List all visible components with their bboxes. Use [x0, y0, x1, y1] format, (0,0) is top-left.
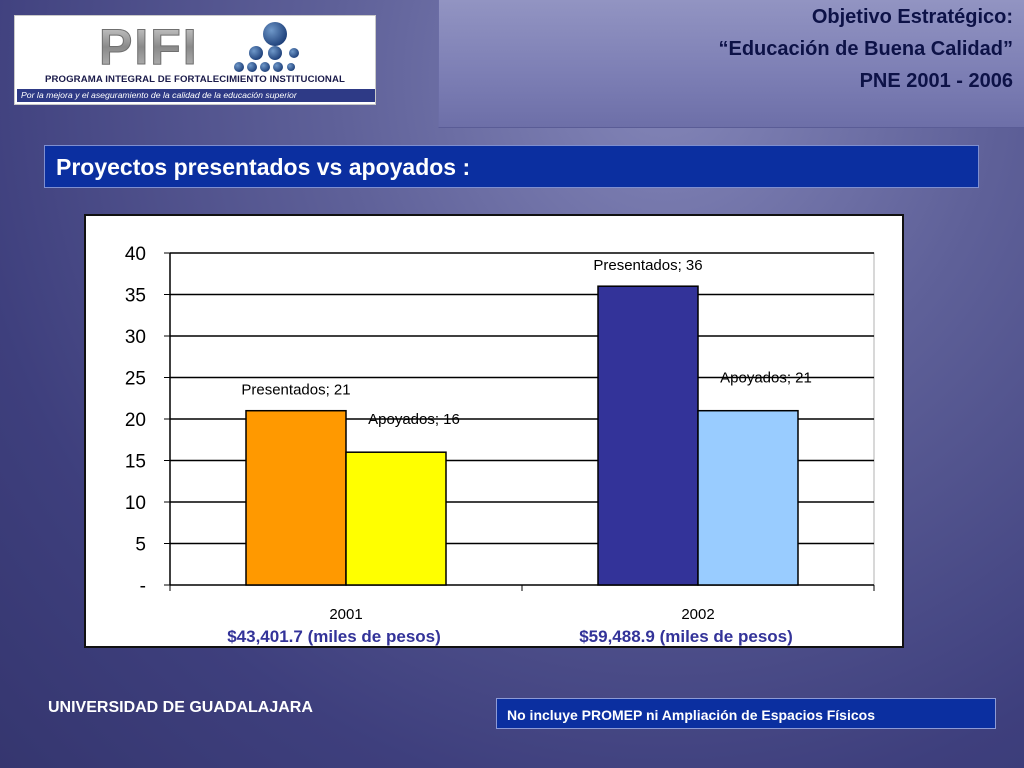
- pifi-logo-dots: [234, 22, 299, 72]
- y-tick-label: 5: [135, 535, 146, 556]
- bar-apoyados-2002: [697, 409, 799, 586]
- y-tick-label: 10: [125, 493, 146, 514]
- bar-chart: - 5 10 15 20 25 30 35 40 Presentados; 21 Apoyados;…: [125, 244, 875, 646]
- data-label: Apoyados; 21: [720, 370, 812, 387]
- y-tick-label: 25: [125, 369, 146, 390]
- pifi-logo-word: PIFI: [99, 20, 199, 74]
- bar-apoyados-2001: [345, 451, 447, 586]
- x-tick-label: 2002: [681, 606, 714, 623]
- data-label: Apoyados; 16: [368, 411, 460, 428]
- y-tick-label: 30: [125, 327, 146, 348]
- chart-container: - 5 10 15 20 25 30 35 40 Presentados; 21 Apoyados;…: [84, 214, 904, 648]
- x-tick-label: 2001: [329, 606, 362, 623]
- bar-presentados-2002: [597, 285, 699, 586]
- y-tick-label: 20: [125, 410, 146, 431]
- y-tick-label: 15: [125, 452, 146, 473]
- data-label: Presentados; 21: [241, 382, 350, 399]
- footer-note-box: No incluye PROMEP ni Ampliación de Espac…: [496, 698, 996, 729]
- logo-tagline: Por la mejora y el aseguramiento de la c…: [17, 89, 375, 102]
- pifi-logo-graphic: PIFI: [99, 20, 299, 74]
- y-tick-label: -: [140, 576, 146, 597]
- y-tick-label: 35: [125, 286, 146, 307]
- section-title: Proyectos presentados vs apoyados :: [56, 154, 471, 180]
- section-title-bar: Proyectos presentados vs apoyados :: [44, 145, 979, 188]
- header-panel: Objetivo Estratégico: “Educación de Buen…: [438, 0, 1024, 128]
- header-line-3: PNE 2001 - 2006: [859, 70, 1013, 92]
- logo-program-name: PROGRAMA INTEGRAL DE FORTALECIMIENTO INS…: [45, 74, 345, 85]
- header-line-1: Objetivo Estratégico:: [811, 6, 1013, 28]
- y-tick-label: 40: [125, 244, 146, 265]
- bar-presentados-2001: [245, 409, 347, 586]
- footer-note: No incluye PROMEP ni Ampliación de Espac…: [507, 707, 875, 723]
- x-sublabel: $59,488.9 (miles de pesos): [579, 627, 793, 646]
- footer-university: UNIVERSIDAD DE GUADALAJARA: [48, 699, 313, 716]
- data-label: Presentados; 36: [593, 257, 702, 274]
- header-line-2: “Educación de Buena Calidad”: [718, 38, 1013, 60]
- pifi-logo: PIFI PROGRAMA INTEGRAL DE FORTALECIMIENT…: [14, 15, 376, 105]
- x-sublabel: $43,401.7 (miles de pesos): [227, 627, 441, 646]
